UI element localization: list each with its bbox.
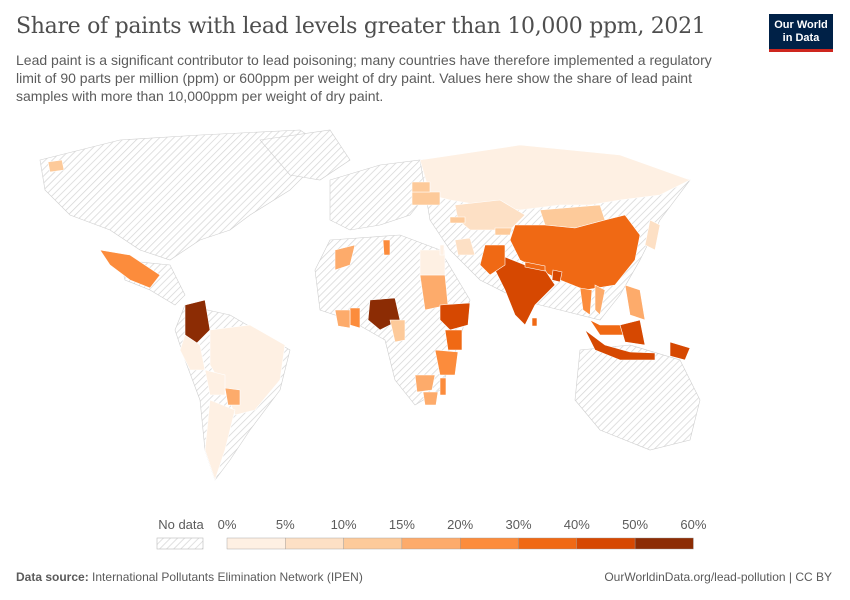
country-malawi[interactable]	[439, 377, 447, 396]
country-philippines[interactable]	[624, 284, 646, 321]
country-kenya[interactable]	[444, 329, 463, 351]
country-argentina[interactable]	[204, 399, 236, 481]
legend-no-data-label: No data	[158, 517, 204, 532]
country-morocco[interactable]	[334, 244, 356, 271]
legend-bin-swatch	[285, 537, 344, 550]
legend-bin-swatch	[343, 537, 403, 550]
country-zambia[interactable]	[414, 374, 436, 393]
country-tanzania[interactable]	[434, 349, 459, 376]
no-data-region	[259, 129, 351, 181]
legend-tick-label: 0%	[218, 517, 237, 532]
country-japan[interactable]	[644, 219, 661, 251]
legend-tick-label: 30%	[505, 517, 531, 532]
page-title: Share of paints with lead levels greater…	[16, 14, 706, 39]
legend-tick-label: 5%	[276, 517, 295, 532]
legend-tick-label: 50%	[622, 517, 648, 532]
country-nepal[interactable]	[524, 261, 546, 272]
country-malaysia[interactable]	[589, 319, 626, 336]
country-paraguay[interactable]	[224, 387, 241, 406]
legend: No data 0% 5% 10% 15% 20% 30% 40% 50% 60%	[156, 517, 707, 550]
legend-bin-swatch	[401, 537, 461, 550]
legend-no-data-swatch	[156, 537, 204, 550]
source-label: Data source:	[16, 570, 89, 584]
country-belarus[interactable]	[411, 181, 431, 193]
country-israel[interactable]	[439, 244, 445, 256]
country-iraq[interactable]	[454, 237, 476, 256]
legend-bin-swatch	[634, 537, 694, 550]
legend-bin-swatch	[460, 537, 519, 550]
country-colombia[interactable]	[184, 299, 211, 346]
country-iceland[interactable]	[47, 159, 65, 173]
legend-bin-swatch	[226, 537, 286, 550]
country-mexico[interactable]	[99, 249, 161, 289]
country-zimbabwe[interactable]	[422, 391, 439, 406]
country-ukraine[interactable]	[411, 191, 441, 206]
country-egypt[interactable]	[419, 249, 446, 276]
country-bolivia[interactable]	[204, 369, 226, 396]
country-peru[interactable]	[179, 334, 206, 371]
country-cameroon[interactable]	[389, 319, 406, 343]
legend-tick-label: 20%	[447, 517, 473, 532]
legend-tick-label: 60%	[680, 517, 706, 532]
legend-bin-swatch	[576, 537, 636, 550]
country-layer[interactable]	[47, 144, 691, 481]
country-vietnam[interactable]	[594, 284, 606, 316]
legend-tick-label: 15%	[389, 517, 415, 532]
no-data-region	[39, 129, 331, 261]
legend-tick-label: 10%	[331, 517, 357, 532]
country-ivory-coast[interactable]	[334, 309, 351, 329]
legend-tick-label: 40%	[564, 517, 590, 532]
country-thailand[interactable]	[579, 287, 593, 316]
country-georgia[interactable]	[449, 216, 466, 224]
country-tunisia[interactable]	[382, 239, 391, 256]
source-link[interactable]: OurWorldinData.org/lead-pollution | CC B…	[604, 570, 832, 584]
country-pakistan[interactable]	[479, 244, 506, 276]
country-indonesia[interactable]	[584, 319, 656, 361]
page-subtitle: Lead paint is a significant contributor …	[16, 52, 712, 104]
country-ghana[interactable]	[349, 307, 361, 329]
owid-logo[interactable]: Our World in Data	[769, 14, 833, 52]
country-bangladesh[interactable]	[551, 269, 563, 283]
country-russia[interactable]	[419, 144, 691, 211]
country-ethiopia[interactable]	[439, 302, 471, 331]
country-kyrgyzstan[interactable]	[494, 227, 513, 236]
legend-bin-swatch	[518, 537, 577, 550]
country-papua-new-guinea[interactable]	[669, 341, 691, 361]
no-data-region	[329, 159, 431, 231]
world-map[interactable]	[0, 120, 850, 505]
no-data-region	[574, 344, 701, 451]
data-source: Data source: International Pollutants El…	[16, 570, 363, 584]
source-text: International Pollutants Elimination Net…	[92, 570, 363, 584]
country-sri-lanka[interactable]	[531, 317, 538, 327]
